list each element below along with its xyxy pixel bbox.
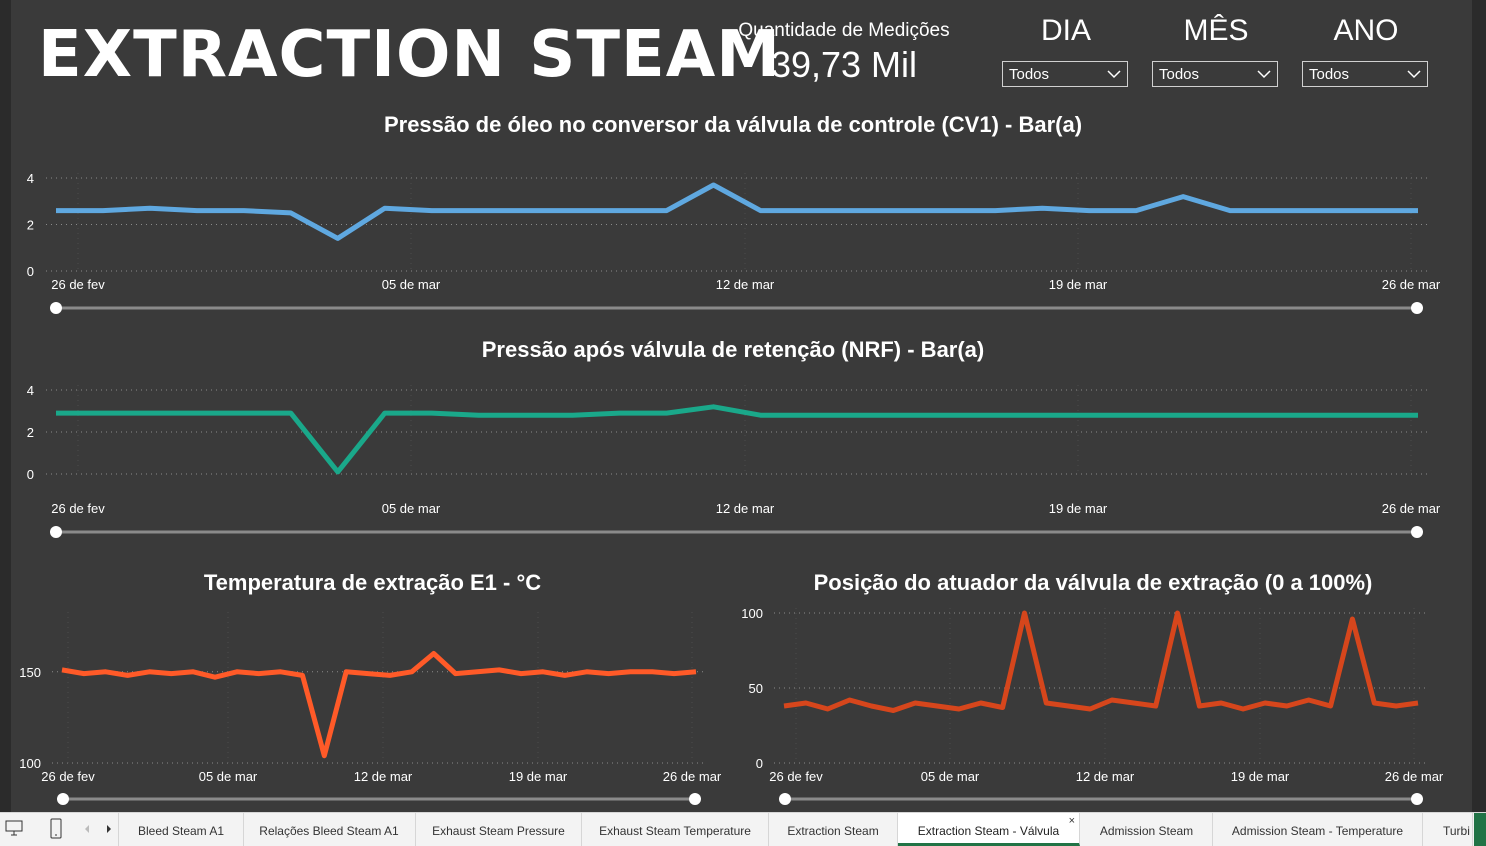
x-tick-label: 19 de mar	[1049, 277, 1108, 292]
chevron-right-icon[interactable]	[104, 824, 114, 834]
chart-nrf-title: Pressão após válvula de retenção (NRF) -…	[481, 337, 985, 362]
chart-pos-title: Posição do atuador da válvula de extraçã…	[813, 570, 1373, 595]
tab-extraction-steam-valvula[interactable]: Extraction Steam - Válvula ×	[898, 813, 1080, 846]
page-tab-bar: Bleed Steam A1 Relações Bleed Steam A1 E…	[0, 812, 1486, 846]
series-line	[61, 651, 697, 759]
y-tick-label: 0	[27, 264, 34, 279]
x-tick-label: 12 de mar	[1076, 769, 1135, 784]
x-tick-label: 26 de mar	[1382, 277, 1441, 292]
slicer-ano-dropdown[interactable]: Todos	[1302, 61, 1428, 87]
close-icon[interactable]: ×	[1068, 815, 1075, 827]
range-slider-handle-start	[779, 793, 791, 805]
tab-bleed-steam-a1[interactable]: Bleed Steam A1	[118, 813, 244, 846]
tab-extraction-steam[interactable]: Extraction Steam	[769, 813, 898, 846]
tab-bar-accent	[1474, 813, 1486, 846]
desktop-view-icon[interactable]	[4, 818, 24, 838]
range-slider-handle-end	[1411, 302, 1423, 314]
y-tick-label: 150	[19, 665, 41, 680]
report-canvas: EXTRACTION STEAM Quantidade de Medições …	[0, 0, 1486, 812]
slicer-mes-label: MÊS	[1183, 14, 1249, 47]
x-tick-label: 26 de fev	[51, 501, 105, 516]
y-tick-label: 4	[27, 383, 34, 398]
x-tick-label: 05 de mar	[382, 501, 441, 516]
charts-layer: 0 2 4 26 de fev 05 de mar 12 de mar 19 de mar 2…	[19, 171, 1444, 805]
range-slider-handle-end	[689, 793, 701, 805]
x-tick-label: 19 de mar	[1231, 769, 1290, 784]
y-tick-label: 0	[756, 756, 763, 771]
x-tick-label: 05 de mar	[199, 769, 258, 784]
x-tick-label: 26 de mar	[1385, 769, 1444, 784]
slicer-dia-dropdown[interactable]: Todos	[1002, 61, 1128, 87]
page-title: EXTRACTION STEAM	[38, 18, 781, 92]
vertical-scrollbar[interactable]	[1477, 4, 1483, 38]
tab-admission-steam[interactable]: Admission Steam	[1081, 813, 1213, 846]
y-tick-label: 2	[27, 218, 34, 233]
tab-admission-steam-temperature[interactable]: Admission Steam - Temperature	[1213, 813, 1423, 846]
chevron-left-icon[interactable]	[82, 824, 92, 834]
slicer-dia-label: DIA	[1040, 14, 1091, 47]
x-tick-label: 12 de mar	[354, 769, 413, 784]
kpi-label: Quantidade de Medições	[738, 20, 950, 41]
range-slider-handle-end	[1411, 526, 1423, 538]
range-slider-handle-start	[50, 302, 62, 314]
x-tick-label: 05 de mar	[921, 769, 980, 784]
y-tick-label: 4	[27, 171, 34, 186]
y-tick-label: 0	[27, 467, 34, 482]
y-tick-label: 50	[749, 681, 763, 696]
slicer-ano-value: Todos	[1309, 66, 1350, 83]
y-tick-label: 100	[741, 606, 763, 621]
x-tick-label: 26 de mar	[1382, 501, 1441, 516]
chevron-down-icon	[1107, 70, 1121, 79]
tab-label: Extraction Steam - Válvula	[917, 824, 1060, 838]
x-tick-label: 26 de fev	[769, 769, 823, 784]
x-tick-label: 26 de fev	[51, 277, 105, 292]
y-tick-label: 100	[19, 756, 41, 771]
chevron-down-icon	[1407, 70, 1421, 79]
slicer-ano-label: ANO	[1333, 14, 1399, 47]
kpi-value: 39,73 Mil	[770, 44, 918, 85]
tab-exhaust-steam-pressure[interactable]: Exhaust Steam Pressure	[416, 813, 582, 846]
slicer-mes-value: Todos	[1159, 66, 1200, 83]
tab-exhaust-steam-temperature[interactable]: Exhaust Steam Temperature	[582, 813, 769, 846]
x-tick-label: 05 de mar	[382, 277, 441, 292]
x-tick-label: 26 de mar	[663, 769, 722, 784]
series-line	[56, 182, 1418, 241]
x-tick-label: 19 de mar	[509, 769, 568, 784]
tab-turbine[interactable]: Turbi	[1423, 813, 1473, 846]
x-tick-label: 26 de fev	[41, 769, 95, 784]
tab-relacoes-bleed-steam-a1[interactable]: Relações Bleed Steam A1	[243, 813, 416, 846]
y-tick-label: 2	[27, 425, 34, 440]
mobile-view-icon[interactable]	[48, 818, 64, 840]
x-tick-label: 19 de mar	[1049, 501, 1108, 516]
x-tick-label: 12 de mar	[716, 277, 775, 292]
x-tick-label: 12 de mar	[716, 501, 775, 516]
range-slider-handle-start	[57, 793, 69, 805]
slicer-dia-value: Todos	[1009, 66, 1050, 83]
slicer-mes-dropdown[interactable]: Todos	[1152, 61, 1278, 87]
chart-cv1-title: Pressão de óleo no conversor da válvula …	[383, 112, 1083, 137]
series-line	[56, 404, 1418, 475]
series-line	[783, 610, 1419, 713]
range-slider-handle-start	[50, 526, 62, 538]
chevron-down-icon	[1257, 70, 1271, 79]
range-slider-handle-end	[1411, 793, 1423, 805]
chart-temp-title: Temperatura de extração E1 - °C	[203, 570, 542, 595]
